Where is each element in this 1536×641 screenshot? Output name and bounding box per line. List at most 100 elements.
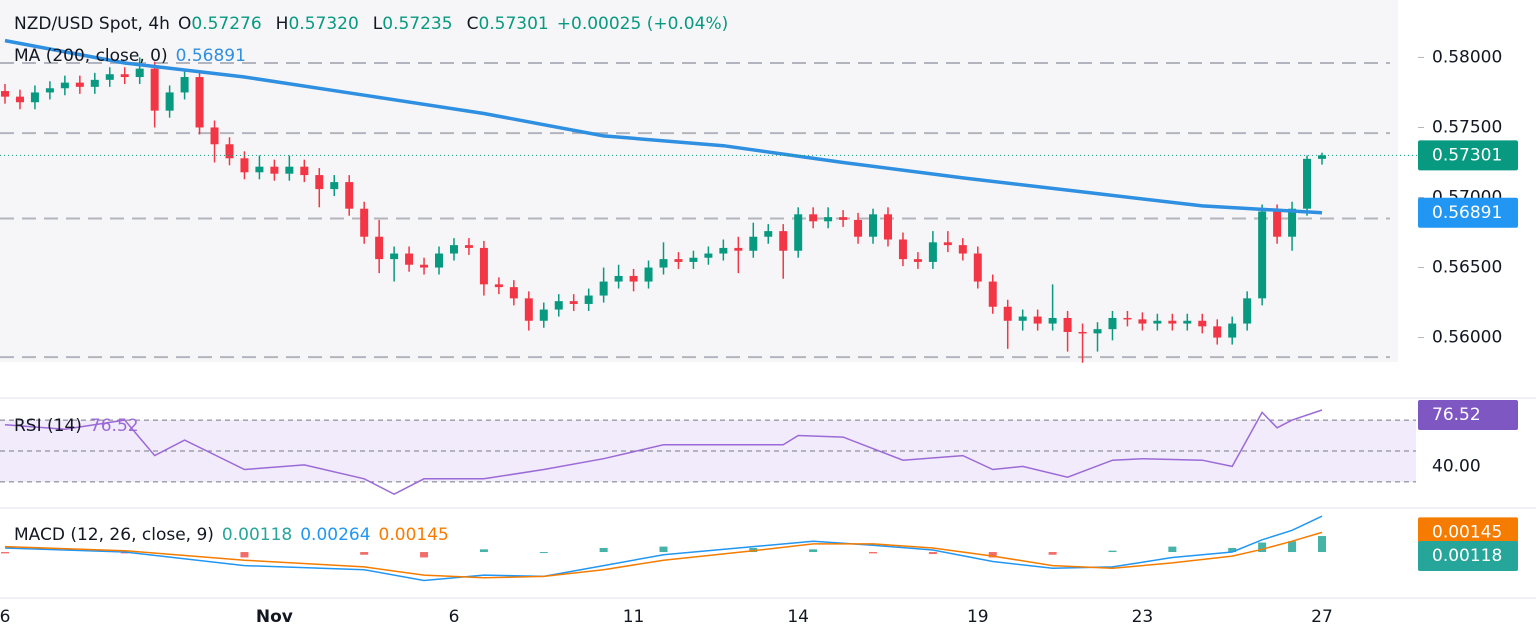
ohlc-item: O0.57276 (178, 14, 262, 34)
x-tick-label: 6 (0, 607, 10, 627)
y-tick-label: 0.56500 (1432, 258, 1502, 278)
candle-body (1228, 323, 1237, 338)
macd-histogram-bar (988, 552, 997, 558)
candle-body (1048, 317, 1057, 324)
candle-body (1093, 329, 1102, 334)
candle-body (883, 214, 892, 240)
candle-body (943, 242, 952, 246)
candle-body (779, 231, 788, 251)
candle-body (539, 309, 548, 321)
candle-body (30, 92, 39, 103)
candle-body (270, 166, 279, 174)
macd-histogram-bar (1258, 542, 1267, 553)
macd-histogram-bar (809, 549, 818, 553)
x-tick-label: 6 (449, 607, 460, 627)
candle-body (1303, 158, 1312, 209)
candle-body (928, 242, 937, 262)
candle-body (854, 219, 863, 237)
candle-body (898, 239, 907, 260)
ma-badge (1418, 197, 1518, 228)
macd-name: MACD (12, 26, close, 9) (14, 525, 214, 545)
candle-body (1033, 316, 1042, 324)
macd-histogram-bar (240, 552, 249, 558)
ohlc-values: O0.57276 H0.57320 L0.57235 C0.57301 (178, 14, 549, 34)
candle-body (1258, 211, 1267, 299)
macd-signal-value: 0.00145 (378, 525, 449, 545)
candle-body (195, 77, 204, 128)
candle-body (105, 74, 114, 80)
change: +0.00025 (+0.04%) (556, 14, 729, 34)
rsi-badge (1418, 400, 1518, 430)
candle-body (1063, 317, 1072, 332)
candle-body (704, 253, 713, 258)
candle-body (479, 247, 488, 285)
candle-body (494, 284, 503, 288)
macd-histogram-bar (420, 552, 429, 558)
candle-body (1273, 211, 1282, 237)
candle-body (135, 68, 144, 78)
candle-body (1138, 319, 1147, 324)
candle-body (315, 175, 324, 190)
candle-body (1213, 326, 1222, 338)
ohlc-value: 0.57235 (382, 14, 453, 34)
macd-histogram-bar (360, 552, 369, 555)
candle-body (345, 182, 354, 209)
rsi-legend: RSI (14) 76.52 (14, 416, 139, 436)
candle-body (1183, 320, 1192, 324)
macd-histogram-bar (1288, 541, 1297, 553)
candle-body (90, 79, 99, 87)
candle-body (689, 257, 698, 262)
macd-hist-badge-text: 0.00118 (1432, 546, 1502, 566)
candle-body (285, 166, 294, 174)
candle-body (674, 259, 683, 262)
candle-body (1318, 155, 1326, 159)
candle-body (435, 253, 444, 268)
rsi-band (0, 420, 1416, 482)
candle-body (1243, 298, 1252, 324)
candle-body (719, 247, 728, 254)
macd-histogram-bar (1318, 536, 1326, 553)
rsi-line (4, 409, 1323, 496)
candle-body (599, 281, 608, 296)
ohlc-value: 0.57301 (478, 14, 549, 34)
ohlc-item: H0.57320 (276, 14, 359, 34)
ohlc-item: C0.57301 (467, 14, 549, 34)
candle-body (809, 214, 818, 222)
price-pane-bg (0, 0, 1398, 362)
macd-histogram-bar (928, 552, 937, 555)
macd-hist-badge (1418, 541, 1518, 572)
candle-body (120, 74, 129, 78)
candle-body (150, 68, 159, 111)
ma-line (4, 38, 1323, 215)
candle-body (794, 214, 803, 251)
candle-body (839, 217, 848, 220)
candle-body (165, 92, 174, 111)
macd-histogram-bar (599, 547, 608, 553)
macd-histogram-bar (539, 552, 548, 554)
y-tick-label: 40.00 (1432, 456, 1481, 476)
ohlc-value: 0.57320 (288, 14, 359, 34)
candle-body (375, 236, 384, 260)
candle-body (464, 245, 473, 248)
ohlc-key: L (372, 14, 383, 34)
candle-body (1108, 317, 1117, 330)
symbol-title: NZD/USD Spot, 4h (14, 14, 170, 34)
macd-legend: MACD (12, 26, close, 9) 0.00118 0.00264 … (14, 525, 449, 545)
candle-body (240, 158, 249, 173)
x-tick-label: 14 (787, 607, 809, 627)
candle-body (330, 182, 339, 190)
candle-body (659, 259, 668, 268)
rsi-badge-text: 76.52 (1432, 405, 1481, 425)
ma-badge-text: 0.56891 (1432, 203, 1502, 223)
candle-body (824, 217, 833, 222)
candle-body (584, 295, 593, 304)
candle-body (15, 96, 24, 103)
macd-value: 0.00264 (300, 525, 371, 545)
y-tick-label: 0.57500 (1432, 117, 1502, 137)
macd-histogram-bar (1048, 552, 1057, 555)
candle-body (509, 287, 518, 299)
ma-name: MA (200, close, 0) (14, 46, 168, 66)
candle-body (45, 88, 54, 93)
macd-signal-badge (1418, 517, 1518, 548)
